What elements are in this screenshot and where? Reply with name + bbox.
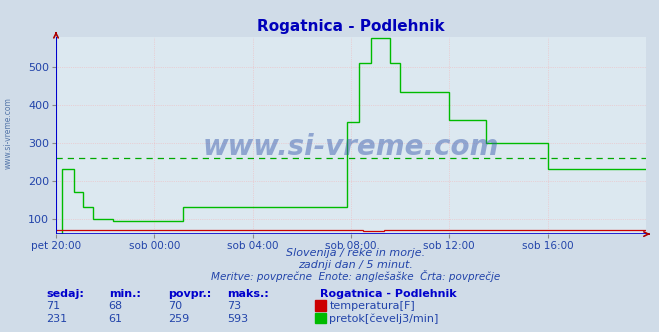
Text: min.:: min.: [109, 289, 140, 299]
Text: pretok[čevelj3/min]: pretok[čevelj3/min] [330, 313, 439, 324]
Text: 61: 61 [109, 314, 123, 324]
Text: 70: 70 [168, 301, 182, 311]
Text: sedaj:: sedaj: [46, 289, 84, 299]
Text: Rogatnica - Podlehnik: Rogatnica - Podlehnik [320, 289, 456, 299]
Text: zadnji dan / 5 minut.: zadnji dan / 5 minut. [299, 260, 413, 270]
Text: Slovenija / reke in morje.: Slovenija / reke in morje. [286, 248, 426, 258]
Text: www.si-vreme.com: www.si-vreme.com [3, 97, 13, 169]
Text: povpr.:: povpr.: [168, 289, 212, 299]
Title: Rogatnica - Podlehnik: Rogatnica - Podlehnik [257, 19, 445, 34]
Text: Meritve: povprečne  Enote: anglešaške  Črta: povprečje: Meritve: povprečne Enote: anglešaške Črt… [212, 270, 500, 282]
Text: 68: 68 [109, 301, 123, 311]
Text: www.si-vreme.com: www.si-vreme.com [203, 133, 499, 161]
Text: 259: 259 [168, 314, 189, 324]
Text: 73: 73 [227, 301, 241, 311]
Text: maks.:: maks.: [227, 289, 269, 299]
Text: temperatura[F]: temperatura[F] [330, 301, 415, 311]
Text: 231: 231 [46, 314, 67, 324]
Text: 71: 71 [46, 301, 60, 311]
Text: 593: 593 [227, 314, 248, 324]
